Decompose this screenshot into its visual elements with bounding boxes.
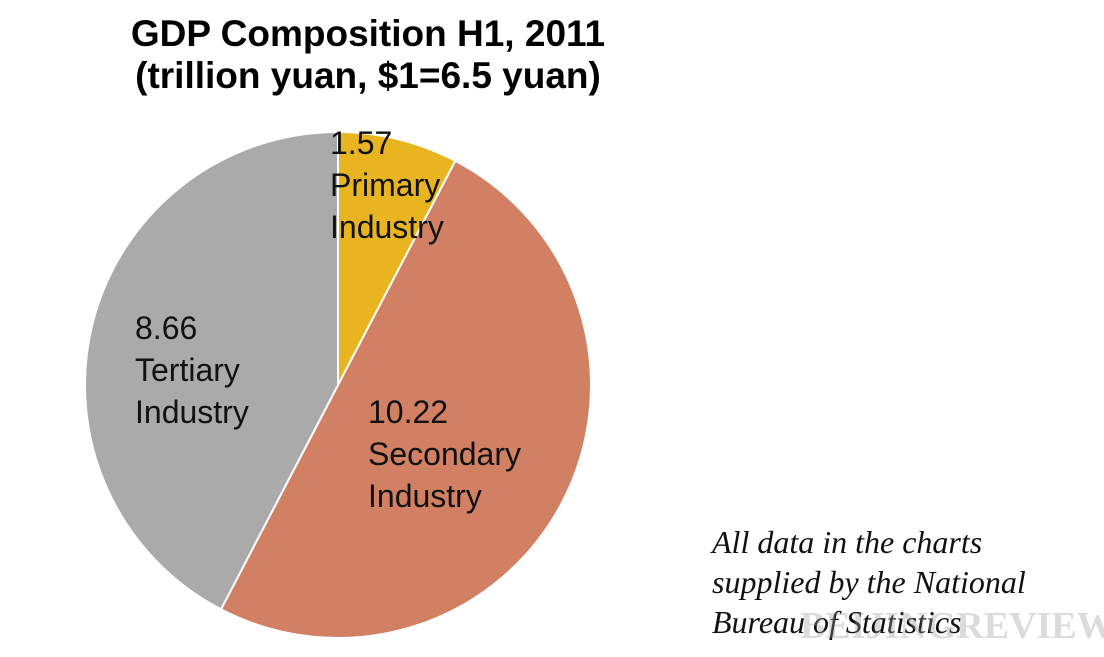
value-label: 8.66 [135, 310, 198, 346]
slice-label: 1.57 Primary Industry [330, 122, 444, 248]
note: All data in the charts supplied by the Na… [712, 522, 1026, 642]
value-label: 1.57 [330, 125, 393, 161]
chart-subtitle: (trillion yuan, $1=6.5 yuan) [135, 55, 601, 96]
note-line: supplied by the National [712, 564, 1026, 600]
category-label: Primary Industry [330, 167, 444, 245]
note-line: Bureau of Statistics [712, 604, 962, 640]
note-line: All data in the charts [712, 524, 983, 560]
value-label: 10.22 [368, 394, 449, 430]
watermark: BEIJINGREVIEW.com.cn [800, 605, 1104, 647]
pie-slice [84, 130, 339, 611]
slice-label: 8.66 Tertiary Industry [135, 307, 249, 433]
pie-slice [219, 159, 592, 639]
slice-label: 10.22 Secondary Industry [368, 391, 521, 517]
chart-title: GDP Composition H1, 2011 [131, 13, 605, 54]
category-label: Tertiary Industry [135, 352, 249, 430]
category-label: Secondary Industry [368, 436, 521, 514]
pie-slice [337, 130, 457, 386]
